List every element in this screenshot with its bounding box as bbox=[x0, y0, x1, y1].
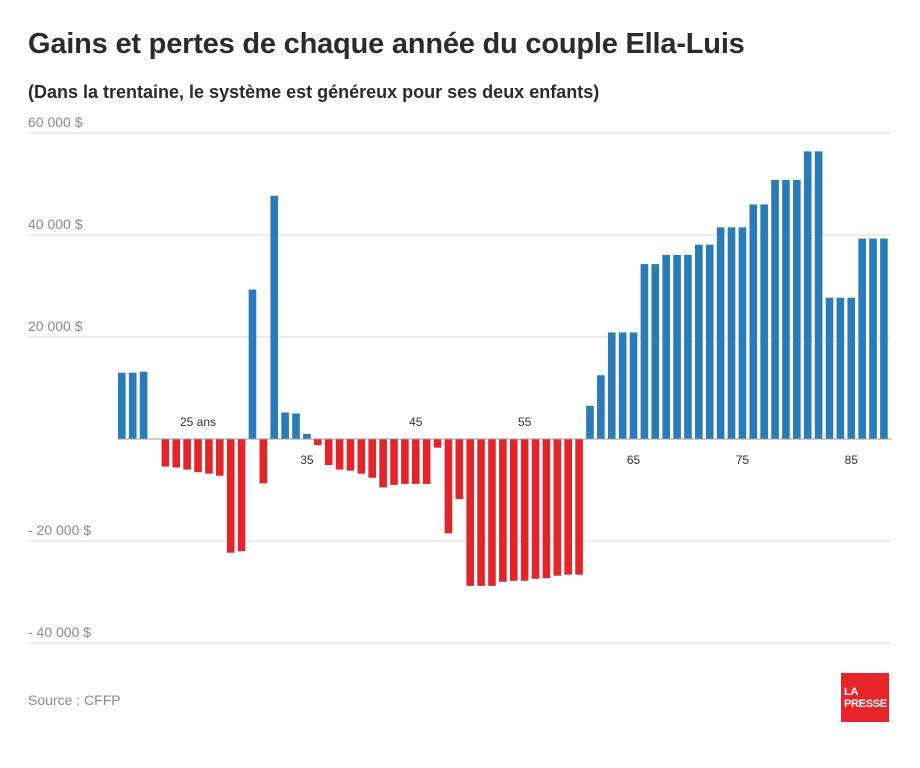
bar-positive bbox=[803, 151, 812, 440]
bar-negative bbox=[488, 439, 496, 586]
bar-negative bbox=[411, 439, 420, 484]
bar-positive bbox=[727, 227, 736, 439]
bar-negative bbox=[542, 439, 551, 579]
x-tick-label: 65 bbox=[627, 453, 641, 467]
bar-positive bbox=[880, 238, 888, 439]
bar-positive bbox=[705, 244, 714, 439]
bar-negative bbox=[368, 439, 377, 478]
bar-negative bbox=[422, 439, 431, 484]
bar-positive bbox=[858, 238, 866, 439]
y-tick-label: 60 000 $ bbox=[28, 114, 83, 130]
bar-positive bbox=[640, 264, 649, 439]
chart-subtitle: (Dans la trentaine, le système est génér… bbox=[28, 82, 600, 102]
y-tick-label: - 20 000 $ bbox=[28, 522, 91, 538]
bar-negative bbox=[433, 439, 442, 448]
bar-negative bbox=[194, 439, 202, 473]
x-tick-label: 85 bbox=[845, 453, 859, 467]
bar-negative bbox=[259, 439, 268, 484]
x-tick-label: 45 bbox=[409, 415, 423, 429]
bar-negative bbox=[575, 439, 583, 575]
bar-negative bbox=[444, 439, 453, 534]
bar-positive bbox=[760, 204, 768, 439]
bar-positive bbox=[303, 433, 311, 439]
bar-positive bbox=[662, 254, 670, 439]
bar-negative bbox=[237, 439, 246, 552]
x-tick-label: 75 bbox=[736, 453, 750, 467]
bar-negative bbox=[335, 439, 344, 470]
bar-negative bbox=[401, 439, 409, 484]
bar-positive bbox=[128, 372, 137, 439]
bar-negative bbox=[324, 439, 333, 466]
bar-positive bbox=[651, 264, 660, 439]
bar-positive bbox=[847, 297, 856, 439]
bar-negative bbox=[564, 439, 573, 575]
bar-positive bbox=[118, 372, 126, 439]
bar-positive bbox=[793, 179, 801, 440]
bar-negative bbox=[205, 439, 213, 474]
bar-positive bbox=[738, 227, 747, 439]
bar-positive bbox=[270, 195, 279, 439]
bar-positive bbox=[629, 332, 638, 439]
bar-positive bbox=[814, 151, 823, 440]
bar-positive bbox=[836, 297, 845, 439]
bar-negative bbox=[520, 439, 529, 581]
bar-positive bbox=[695, 244, 703, 439]
bar-negative bbox=[390, 439, 398, 485]
bar-positive bbox=[586, 405, 594, 439]
chart-title: Gains et pertes de chaque année du coupl… bbox=[28, 28, 745, 60]
bar-positive bbox=[139, 371, 148, 439]
bar-negative bbox=[357, 439, 366, 474]
bar-negative bbox=[346, 439, 355, 471]
la-presse-logo: LA PRESSE bbox=[841, 673, 889, 722]
bar-negative bbox=[455, 439, 464, 500]
x-tick-label: 35 bbox=[300, 453, 314, 467]
bar-negative bbox=[172, 439, 181, 468]
bar-negative bbox=[466, 439, 475, 586]
bar-negative bbox=[183, 439, 191, 470]
bar-positive bbox=[607, 332, 616, 439]
bar-positive bbox=[248, 289, 257, 439]
bar-negative bbox=[215, 439, 224, 476]
bar-negative bbox=[161, 439, 170, 467]
bar-negative bbox=[553, 439, 562, 576]
bar-negative bbox=[499, 439, 507, 582]
bar-positive bbox=[782, 179, 790, 440]
bar-negative bbox=[477, 439, 485, 586]
y-tick-label: - 40 000 $ bbox=[28, 624, 91, 640]
bar-positive bbox=[597, 375, 605, 439]
bar-negative bbox=[509, 439, 518, 581]
x-tick-label: 25 ans bbox=[180, 415, 216, 429]
bar-positive bbox=[281, 412, 289, 439]
x-tick-label: 55 bbox=[518, 415, 532, 429]
bar-negative bbox=[379, 439, 387, 488]
bar-positive bbox=[869, 238, 877, 439]
bar-positive bbox=[618, 332, 627, 439]
bar-positive bbox=[825, 297, 834, 439]
bar-positive bbox=[684, 254, 692, 439]
bar-positive bbox=[292, 413, 300, 439]
bar-chart: 60 000 $ 40 000 $ 20 000 $ - 20 000 $ - 40 0… bbox=[28, 114, 891, 644]
bar-positive bbox=[716, 227, 725, 439]
y-tick-label: 20 000 $ bbox=[28, 318, 83, 334]
bar-negative bbox=[531, 439, 540, 579]
y-tick-label: 40 000 $ bbox=[28, 216, 83, 232]
logo-line-1: LA bbox=[844, 685, 859, 698]
bar-positive bbox=[771, 179, 779, 440]
source-note: Source : CFFP bbox=[28, 692, 121, 708]
bar-negative bbox=[313, 439, 322, 446]
bar-negative bbox=[226, 439, 235, 553]
logo-line-2: PRESSE bbox=[844, 697, 887, 710]
bar-positive bbox=[673, 254, 681, 439]
bar-positive bbox=[749, 204, 758, 439]
